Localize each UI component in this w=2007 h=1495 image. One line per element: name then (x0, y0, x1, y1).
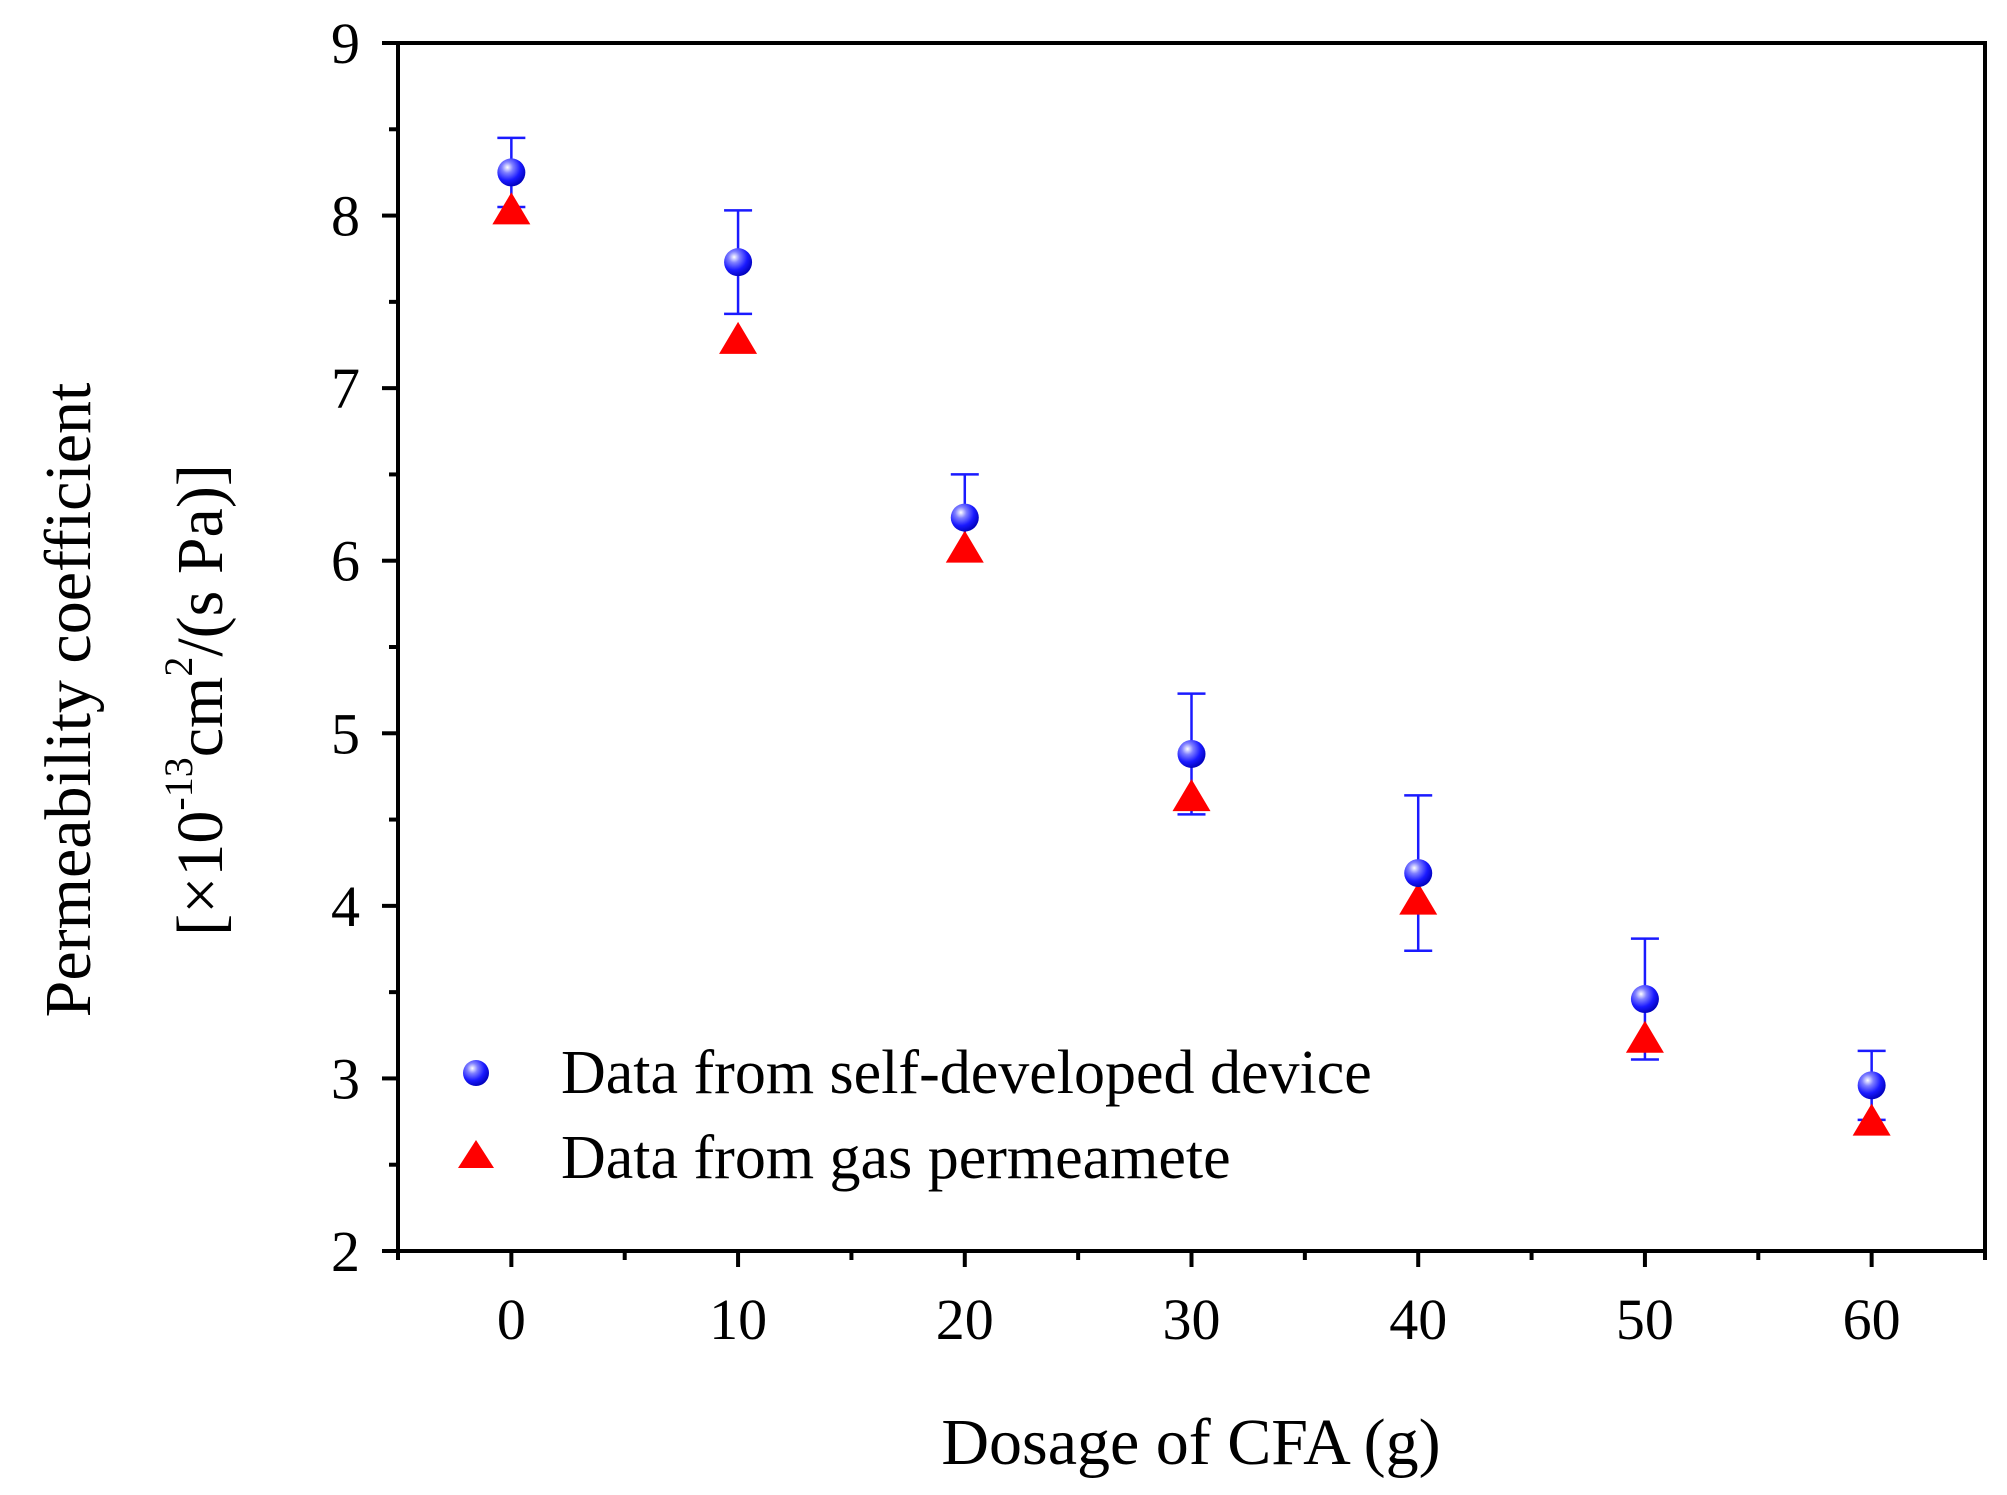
y-unit-cm: cm (164, 677, 237, 758)
y-axis-title: Permeability coefficient (32, 383, 105, 1018)
y-unit-prefix: [×10 (164, 811, 237, 936)
circle-point (724, 248, 753, 277)
legend-label-gas-permeamete: Data from gas permeamete (561, 1124, 1231, 1192)
series-self-developed-device (497, 158, 1886, 1100)
x-tick-label: 10 (709, 1287, 767, 1352)
y-tick-label: 5 (331, 701, 360, 766)
y-tick-label: 2 (331, 1219, 360, 1284)
circle-point (950, 503, 979, 532)
y-tick-label: 4 (331, 874, 360, 939)
x-tick-label: 40 (1389, 1287, 1447, 1352)
x-tick-label: 60 (1843, 1287, 1901, 1352)
triangle-point (1852, 1103, 1891, 1136)
legend-circle-marker (463, 1060, 489, 1086)
y-axis-title-line2: [×10-13cm2/(s Pa)] (156, 464, 237, 936)
triangle-point (1399, 882, 1438, 915)
y-tick-label: 7 (331, 356, 360, 421)
x-tick-label: 0 (497, 1287, 526, 1352)
legend: Data from self-developed device Data fro… (458, 1039, 1372, 1192)
circle-point (1857, 1071, 1886, 1100)
x-tick-label: 50 (1616, 1287, 1674, 1352)
x-axis-ticks: 0 10 20 30 40 50 60 (396, 1251, 1987, 1352)
circle-point (1177, 739, 1206, 768)
triangle-point (1172, 779, 1211, 812)
y-unit-exponent-2: 2 (156, 657, 201, 677)
triangle-point (719, 321, 758, 354)
y-tick-label: 3 (331, 1046, 360, 1111)
circle-point (497, 158, 526, 187)
y-axis-title-line1: Permeability coefficient (32, 383, 105, 1018)
y-tick-label: 8 (331, 184, 360, 249)
y-axis-ticks: 2 3 4 5 6 7 8 9 (331, 11, 398, 1284)
circle-point (1630, 985, 1659, 1014)
series-gas-permeamete (492, 192, 1891, 1136)
triangle-point (1625, 1020, 1664, 1053)
y-axis-unit: [×10-13cm2/(s Pa)] (156, 464, 237, 936)
y-tick-label: 9 (331, 11, 360, 76)
legend-label-self-developed: Data from self-developed device (561, 1039, 1372, 1107)
x-tick-label: 20 (936, 1287, 994, 1352)
error-bars (497, 136, 1886, 1122)
legend-triangle-marker (458, 1140, 494, 1168)
y-tick-label: 6 (331, 529, 360, 594)
x-axis-title: Dosage of CFA (g) (941, 1406, 1440, 1479)
circle-point (1404, 859, 1433, 888)
triangle-point (945, 530, 984, 563)
x-tick-label: 30 (1163, 1287, 1221, 1352)
triangle-point (492, 192, 531, 225)
y-unit-exponent-1: -13 (156, 757, 201, 810)
y-unit-suffix: /(s Pa)] (164, 464, 237, 656)
